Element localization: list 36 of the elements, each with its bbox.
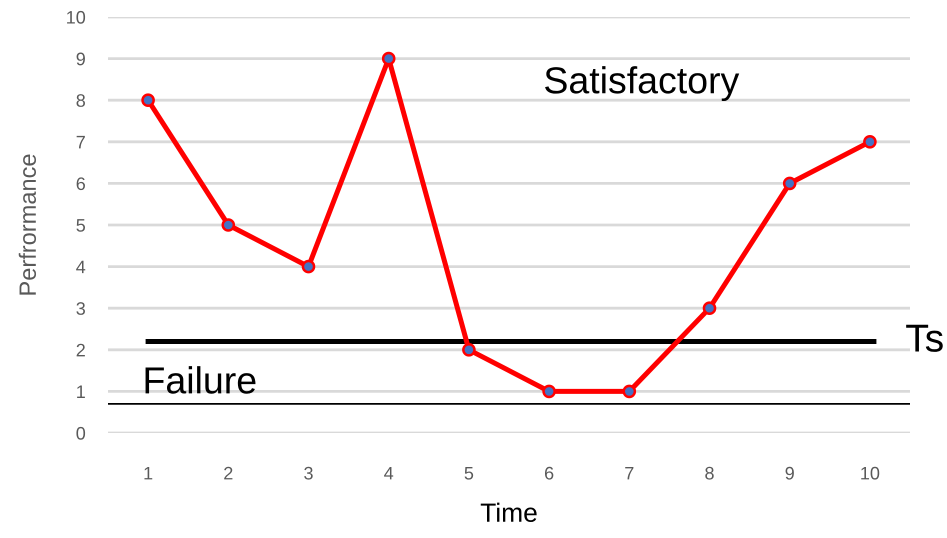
point <box>622 384 636 398</box>
point <box>462 342 476 357</box>
point <box>542 384 556 398</box>
y-tick-label: 3 <box>76 302 85 315</box>
x-tick-label: 1 <box>144 466 152 480</box>
y-tick-label: 4 <box>76 260 86 274</box>
y-tick-label: 6 <box>76 177 85 190</box>
y-tick-label: 5 <box>76 219 86 232</box>
annotation: Satisfactory <box>545 66 740 102</box>
point <box>863 134 877 149</box>
x-tick-label: 6 <box>544 466 554 480</box>
y-tick-label: 2 <box>76 344 85 356</box>
point <box>302 260 316 274</box>
x-tick-label: 5 <box>464 466 474 480</box>
ref-line-label: Failure <box>146 366 256 394</box>
y-tick-label: 7 <box>76 136 85 148</box>
y-tick-label: 8 <box>76 94 85 107</box>
x-tick-label: 9 <box>786 466 794 480</box>
x-tick-label: 10 <box>861 466 880 480</box>
point <box>221 218 236 232</box>
y-axis-title: Perfrormance <box>18 154 36 295</box>
point <box>702 301 716 316</box>
point <box>782 176 797 190</box>
y-tick-label: 10 <box>67 10 86 24</box>
y-tick-label: 9 <box>76 52 85 66</box>
y-tick-label: 1 <box>77 386 85 398</box>
x-tick-label: 8 <box>705 466 714 480</box>
point <box>382 52 396 66</box>
x-tick-label: 4 <box>384 466 394 480</box>
x-tick-label: 7 <box>625 466 634 480</box>
ref-line-label: Ts <box>906 324 943 352</box>
y-tick-label: 0 <box>76 426 86 440</box>
x-tick-label: 2 <box>224 466 232 480</box>
point <box>141 93 155 108</box>
x-tick-label: 3 <box>304 466 313 480</box>
x-axis-title: Time <box>480 502 537 522</box>
